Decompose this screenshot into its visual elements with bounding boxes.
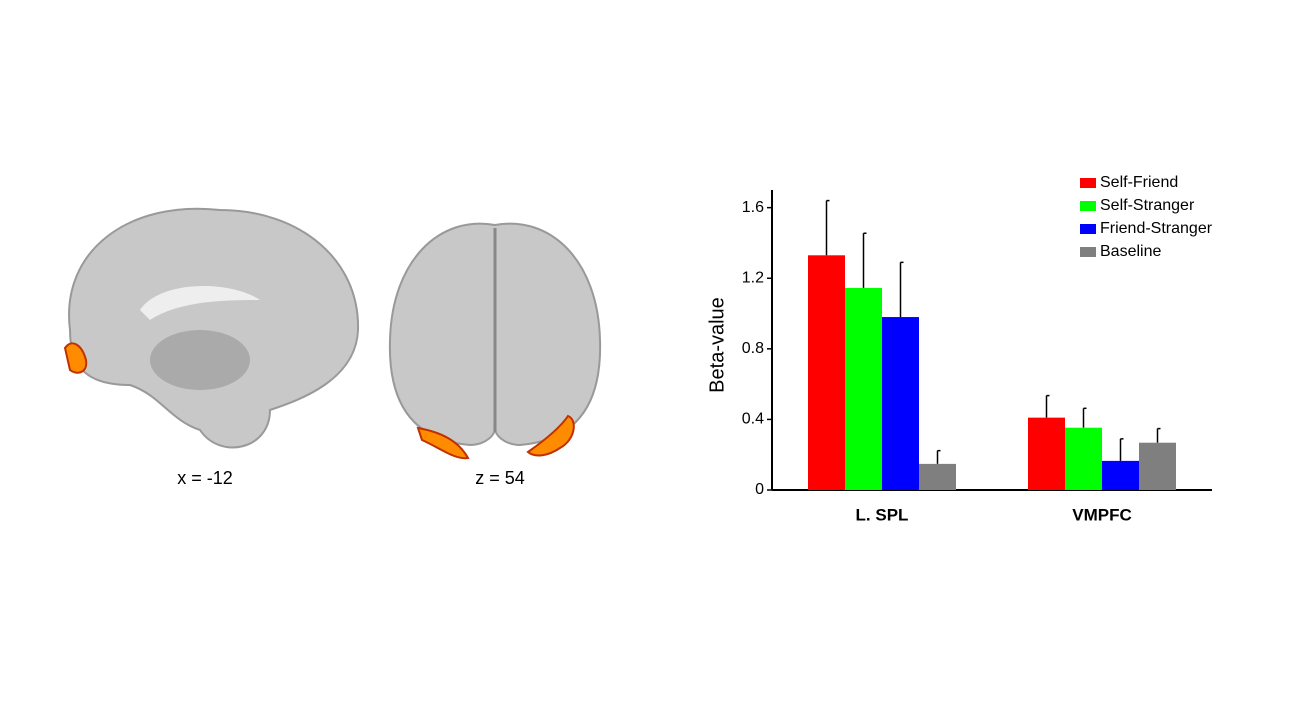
bar: [1139, 442, 1176, 490]
legend-label: Self-Friend: [1100, 174, 1178, 191]
y-tick-label: 1.2: [742, 269, 764, 286]
x-tick-label: L. SPL: [856, 505, 909, 524]
bar: [808, 255, 845, 490]
legend-swatch: [1080, 247, 1096, 257]
x-tick-label: VMPFC: [1072, 505, 1132, 524]
bar: [845, 287, 882, 490]
slice-label: x = -12: [177, 468, 233, 488]
bar: [919, 463, 956, 490]
bar: [1028, 417, 1065, 490]
legend-label: Self-Stranger: [1100, 197, 1195, 214]
slice-label: z = 54: [475, 468, 525, 488]
legend-label: Baseline: [1100, 243, 1161, 260]
y-axis-label: Beta-value: [706, 297, 728, 393]
y-tick-label: 0: [755, 481, 764, 498]
bar: [1102, 460, 1139, 490]
y-tick-label: 0.4: [742, 411, 764, 428]
legend-swatch: [1080, 224, 1096, 234]
y-tick-label: 0.8: [742, 340, 764, 357]
y-tick-label: 1.6: [742, 199, 764, 216]
legend-swatch: [1080, 178, 1096, 188]
sagittal-brain: [63, 207, 360, 449]
legend-swatch: [1080, 201, 1096, 211]
bar: [1065, 427, 1102, 490]
bar: [882, 317, 919, 490]
legend-label: Friend-Stranger: [1100, 220, 1213, 237]
axial-brain: [388, 222, 602, 460]
